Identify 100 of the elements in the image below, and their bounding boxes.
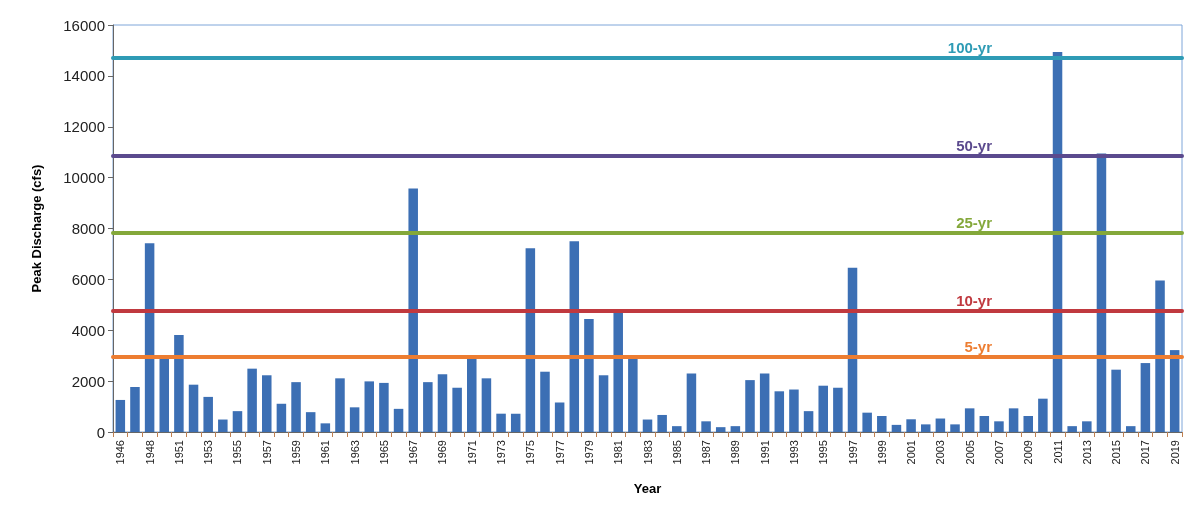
bar bbox=[510, 413, 521, 432]
bar bbox=[393, 408, 404, 432]
bar bbox=[906, 419, 916, 432]
bar bbox=[188, 384, 199, 432]
bar bbox=[423, 382, 433, 432]
x-tick-label: 2019 bbox=[1168, 440, 1181, 465]
y-axis-title: Peak Discharge (cfs) bbox=[29, 164, 44, 293]
x-tick-label: 1973 bbox=[495, 440, 508, 465]
x-tick-label: 1965 bbox=[377, 440, 390, 465]
bar bbox=[335, 378, 345, 432]
bar bbox=[803, 411, 814, 432]
ref-line-label: 100-yr bbox=[947, 39, 993, 57]
bar bbox=[994, 421, 1004, 432]
bar bbox=[920, 424, 931, 432]
bar bbox=[642, 419, 653, 432]
x-tick-label: 1971 bbox=[465, 440, 478, 465]
bar bbox=[1038, 398, 1048, 432]
bar bbox=[525, 248, 536, 432]
bar bbox=[467, 358, 477, 432]
bar bbox=[349, 407, 360, 432]
x-tick-label: 1955 bbox=[231, 440, 244, 465]
x-tick-label: 1975 bbox=[524, 440, 537, 465]
bar bbox=[686, 373, 697, 432]
y-tick-label: 6000 bbox=[71, 270, 105, 288]
bar bbox=[979, 415, 990, 432]
bar bbox=[1125, 426, 1136, 432]
x-tick-label: 1979 bbox=[582, 440, 595, 465]
ref-line-label: 50-yr bbox=[956, 137, 993, 154]
x-tick-label: 2009 bbox=[1022, 440, 1035, 465]
bar bbox=[379, 382, 389, 432]
ref-line-label: 5-yr bbox=[964, 337, 993, 355]
bar bbox=[584, 319, 594, 432]
x-tick-label: 1995 bbox=[817, 440, 830, 465]
bar bbox=[291, 382, 301, 432]
bar bbox=[818, 385, 828, 432]
y-tick-label: 2000 bbox=[71, 372, 105, 390]
ref-line-label: 10-yr bbox=[956, 291, 993, 309]
bar bbox=[1169, 350, 1180, 432]
bar bbox=[950, 424, 960, 432]
x-tick-label: 1953 bbox=[202, 440, 215, 465]
x-tick-label: 2013 bbox=[1080, 440, 1093, 465]
x-tick-label: 1977 bbox=[553, 440, 566, 465]
x-tick-label: 1985 bbox=[670, 440, 683, 465]
bar bbox=[1067, 426, 1077, 432]
bar bbox=[159, 358, 170, 432]
bar bbox=[833, 387, 843, 432]
bar bbox=[847, 267, 858, 432]
y-tick-label: 12000 bbox=[63, 118, 105, 136]
bar bbox=[628, 358, 638, 432]
x-tick-label: 1989 bbox=[729, 440, 742, 465]
x-tick-label: 1991 bbox=[758, 440, 771, 465]
x-tick-label: 2001 bbox=[905, 440, 918, 465]
bar bbox=[1008, 408, 1019, 432]
x-tick-label: 1961 bbox=[319, 440, 332, 465]
bar bbox=[862, 412, 872, 432]
bar bbox=[598, 375, 609, 432]
bar bbox=[701, 421, 711, 432]
bar bbox=[877, 415, 887, 432]
x-tick-label: 1948 bbox=[143, 440, 156, 465]
bar bbox=[174, 335, 184, 432]
bar bbox=[130, 386, 140, 432]
y-tick-label: 8000 bbox=[71, 220, 105, 237]
x-tick-label: 1963 bbox=[348, 440, 361, 465]
bar bbox=[569, 241, 580, 432]
bar bbox=[364, 381, 375, 432]
bar bbox=[262, 375, 272, 432]
bar bbox=[657, 414, 667, 432]
x-tick-label: 1997 bbox=[846, 440, 859, 465]
bar bbox=[759, 373, 770, 432]
bar bbox=[1082, 421, 1092, 432]
bar bbox=[276, 403, 287, 432]
x-tick-label: 2003 bbox=[934, 440, 947, 465]
bar bbox=[554, 402, 565, 432]
bar bbox=[481, 378, 492, 432]
bar bbox=[115, 399, 126, 432]
x-tick-label: 2005 bbox=[963, 440, 976, 465]
bar bbox=[232, 411, 243, 432]
x-tick-label: 1957 bbox=[260, 440, 273, 465]
x-tick-label: 1951 bbox=[172, 440, 185, 465]
x-tick-label: 1959 bbox=[290, 440, 303, 465]
bar bbox=[408, 188, 418, 432]
bar bbox=[745, 380, 755, 432]
x-tick-label: 2015 bbox=[1110, 440, 1123, 465]
x-tick-label: 1983 bbox=[641, 440, 654, 465]
x-tick-label: 1993 bbox=[787, 440, 800, 465]
x-tick-label: 1946 bbox=[114, 440, 127, 465]
x-tick-label: 2007 bbox=[992, 440, 1005, 465]
bar bbox=[305, 412, 316, 432]
y-tick-label: 4000 bbox=[71, 321, 105, 339]
x-tick-label: 1987 bbox=[700, 440, 713, 465]
bar bbox=[613, 312, 623, 432]
bar bbox=[540, 371, 550, 432]
bar bbox=[496, 413, 506, 432]
y-tick-label: 10000 bbox=[63, 169, 105, 187]
bar bbox=[891, 424, 902, 432]
ref-line-label: 25-yr bbox=[956, 214, 993, 232]
y-tick-label: 16000 bbox=[63, 16, 105, 34]
bar bbox=[774, 391, 785, 432]
bar bbox=[715, 427, 726, 432]
bar bbox=[144, 243, 155, 432]
